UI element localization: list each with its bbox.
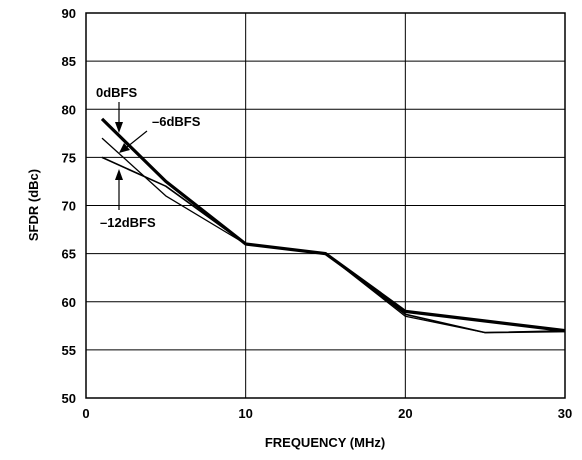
y-tick-label: 65 [62,247,76,262]
y-tick-label: 90 [62,6,76,21]
x-axis-label: FREQUENCY (MHz) [265,435,385,450]
annotation-12dbfs-arrowhead [115,169,123,180]
annotation-0dbfs-arrowhead [115,122,123,133]
y-tick-label: 80 [62,102,76,117]
annotation-6dbfs-arrowhead [119,143,130,153]
y-axis-label: SFDR (dBc) [26,169,41,241]
series-lines [100,117,566,334]
y-tick-labels: 50 55 60 65 70 75 80 85 90 [62,6,76,406]
x-tick-label: 10 [238,406,252,421]
annotation-12dbfs: –12dBFS [100,215,156,230]
x-tick-labels: 0 10 20 30 [82,406,572,421]
y-tick-label: 85 [62,54,76,69]
annotation-6dbfs-arrow-shaft [126,130,148,148]
y-tick-label: 70 [62,199,76,214]
x-tick-label: 30 [558,406,572,421]
x-tick-label: 0 [82,406,89,421]
y-tick-label: 55 [62,343,76,358]
annotation-0dbfs: 0dBFS [96,85,138,100]
y-tick-label: 60 [62,295,76,310]
plot-border [85,12,566,399]
series-line-12dbfs [101,156,566,334]
y-tick-label: 50 [62,391,76,406]
x-tick-label: 20 [398,406,412,421]
annotations: 0dBFS –6dBFS –12dBFS [96,85,201,230]
annotation-6dbfs: –6dBFS [152,114,201,129]
y-tick-label: 75 [62,150,76,165]
